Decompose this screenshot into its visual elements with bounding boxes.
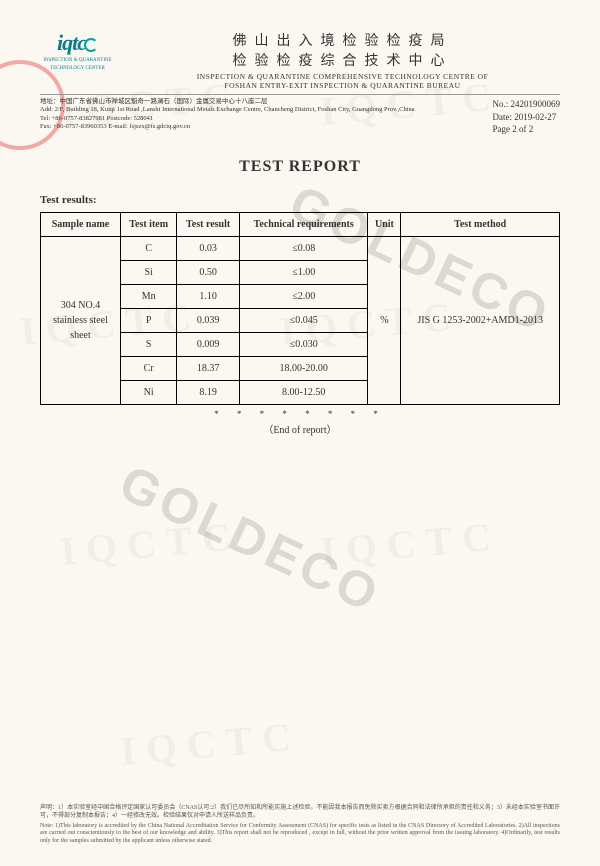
logo-swirl-icon — [84, 38, 98, 52]
cell-result: 0.50 — [177, 260, 240, 284]
footer-cn: 声明：1）本实验室经中国合格评定国家认可委员会（CNAS认可:2）我们已尽所知和… — [40, 805, 560, 821]
document-header: iqtc INSPECTION & QUARANTINE TECHNOLOGY … — [40, 30, 560, 136]
cell-item: P — [121, 308, 177, 332]
meta-block: No.: 24201900069 Date: 2019-02-27 Page 2… — [473, 98, 561, 136]
cell-result: 18.37 — [177, 356, 240, 380]
org-title-en-2: FOSHAN ENTRY-EXIT INSPECTION & QUARANTIN… — [125, 81, 560, 90]
col-req: Technical requirements — [239, 212, 368, 236]
cell-result: 8.19 — [177, 380, 240, 404]
org-title-en-1: INSPECTION & QUARANTINE COMPREHENSIVE TE… — [125, 72, 560, 81]
meta-no-label: No.: — [493, 99, 509, 109]
cell-req: ≤1.00 — [239, 260, 368, 284]
cell-item: Cr — [121, 356, 177, 380]
watermark-goldeco-2: GOLDECO — [111, 453, 390, 624]
results-table: Sample name Test item Test result Techni… — [40, 212, 560, 405]
cell-result: 0.03 — [177, 236, 240, 260]
cell-req: ≤0.030 — [239, 332, 368, 356]
col-sample: Sample name — [41, 212, 121, 236]
end-of-report: （End of report） — [40, 421, 560, 436]
logo-subtitle-2: TECHNOLOGY CENTER — [40, 66, 115, 72]
logo: iqtc — [40, 30, 115, 56]
footer-disclaimer: 声明：1）本实验室经中国合格评定国家认可委员会（CNAS认可:2）我们已尽所知和… — [40, 805, 560, 846]
logo-subtitle-1: INSPECTION & QUARANTINE — [40, 58, 115, 64]
col-result: Test result — [177, 212, 240, 236]
col-method: Test method — [401, 212, 560, 236]
org-title-cn-1: 佛山出入境检验检疫局 — [125, 30, 560, 50]
address-en: Add: 2/F, Building 18, Kuiqi 1st Road ,L… — [40, 106, 473, 114]
logo-block: iqtc INSPECTION & QUARANTINE TECHNOLOGY … — [40, 30, 115, 90]
cell-result: 0.039 — [177, 308, 240, 332]
address-tel: Tel: +86-0757-83827981 Postcode: 528041 — [40, 115, 473, 123]
address-cn: 地址：中国广东省佛山市禅城区魁奇一路澜石（国际）金属交易中心十八座二层 — [40, 98, 473, 106]
org-title-cn-2: 检验检疫综合技术中心 — [125, 50, 560, 70]
logo-text: iqtc — [57, 30, 86, 55]
title-block: 佛山出入境检验检疫局 检验检疫综合技术中心 INSPECTION & QUARA… — [125, 30, 560, 90]
cell-sample-name: 304 NO.4 stainless steel sheet — [41, 236, 121, 404]
cell-item: Si — [121, 260, 177, 284]
cell-item: C — [121, 236, 177, 260]
meta-date: 2019-02-27 — [514, 112, 556, 122]
cell-result: 1.10 — [177, 284, 240, 308]
cell-item: Mn — [121, 284, 177, 308]
meta-date-label: Date: — [493, 112, 513, 122]
cell-req: 18.00-20.00 — [239, 356, 368, 380]
cell-req: ≤0.08 — [239, 236, 368, 260]
report-title: TEST REPORT — [40, 158, 560, 176]
col-item: Test item — [121, 212, 177, 236]
footer-en: Note: 1)This laboratory is accredited by… — [40, 823, 560, 846]
section-label: Test results: — [40, 194, 560, 206]
cell-req: ≤2.00 — [239, 284, 368, 308]
meta-no: 24201900069 — [511, 99, 561, 109]
meta-page: Page 2 of 2 — [493, 123, 561, 136]
cell-req: ≤0.045 — [239, 308, 368, 332]
end-stars: * * * * * * * * — [40, 409, 560, 419]
address-fax: Fax: +86-0757-83960353 E-mail: fsjszx@fs… — [40, 123, 473, 131]
cell-unit: % — [368, 236, 401, 404]
cell-method: JIS G 1253-2002+AMD1-2013 — [401, 236, 560, 404]
col-unit: Unit — [368, 212, 401, 236]
address-block: 地址：中国广东省佛山市禅城区魁奇一路澜石（国际）金属交易中心十八座二层 Add:… — [40, 98, 473, 136]
table-row: 304 NO.4 stainless steel sheet C 0.03 ≤0… — [41, 236, 560, 260]
cell-result: 0.009 — [177, 332, 240, 356]
cell-item: S — [121, 332, 177, 356]
table-body: 304 NO.4 stainless steel sheet C 0.03 ≤0… — [41, 236, 560, 404]
table-header-row: Sample name Test item Test result Techni… — [41, 212, 560, 236]
cell-item: Ni — [121, 380, 177, 404]
cell-req: 8.00-12.50 — [239, 380, 368, 404]
